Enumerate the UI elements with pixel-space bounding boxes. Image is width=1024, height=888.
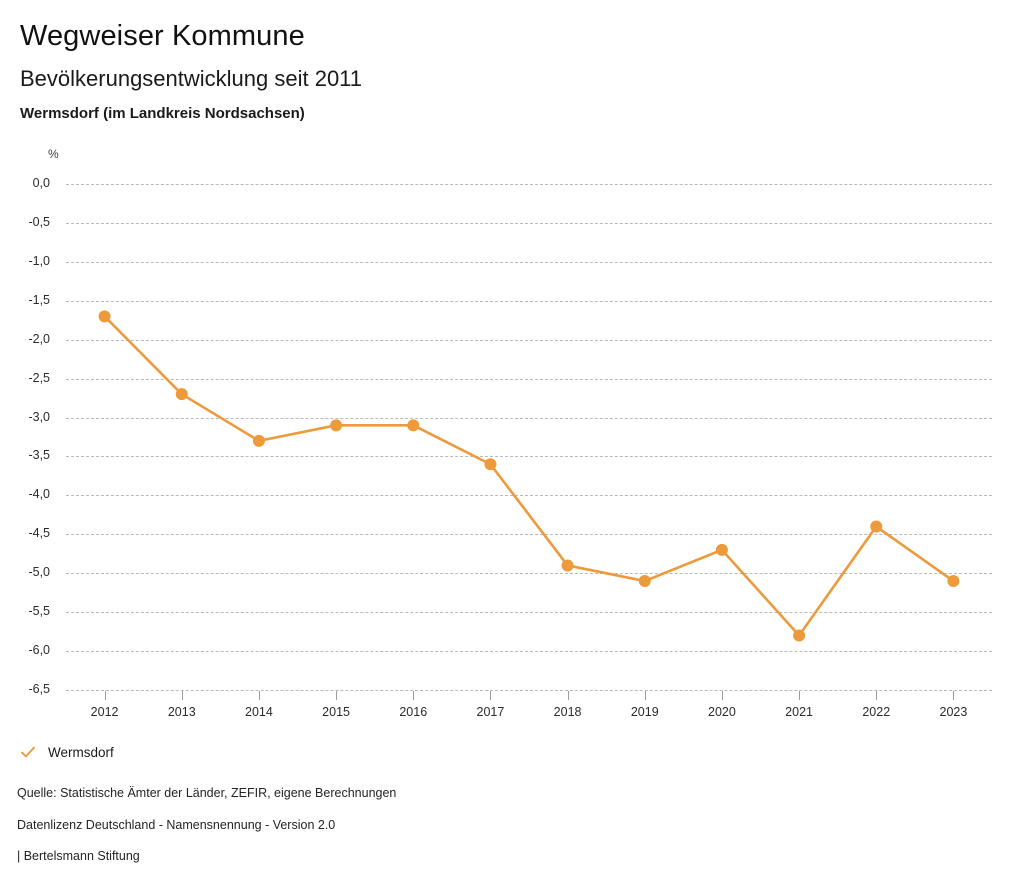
x-axis-tick-label: 2020 — [708, 705, 736, 719]
y-axis-tick-label: -5,5 — [28, 604, 50, 619]
series-plot-layer — [98, 310, 960, 642]
data-point[interactable] — [715, 543, 728, 556]
y-axis-tick-label: -4,0 — [28, 487, 50, 502]
x-axis-tick-mark — [799, 691, 801, 700]
gridline — [66, 456, 992, 458]
x-axis-tick-mark — [876, 691, 878, 700]
gridline — [66, 651, 992, 653]
y-axis-tick-label: -1,5 — [28, 292, 50, 307]
gridline — [66, 495, 992, 497]
x-axis-tick-mark — [567, 691, 569, 700]
x-axis-tick-mark — [104, 691, 106, 700]
x-axis-tick-label: 2016 — [399, 705, 428, 719]
gridline — [66, 534, 992, 536]
gridline — [66, 573, 992, 575]
y-axis-tick-label: 0,0 — [32, 176, 50, 190]
x-axis-tick-label: 2015 — [322, 705, 350, 719]
gridline — [66, 222, 992, 224]
x-axis-tick-label: 2021 — [785, 705, 813, 719]
data-point[interactable] — [793, 629, 806, 642]
x-axis-tick-mark — [953, 691, 955, 700]
x-axis-tick-label: 2022 — [862, 705, 891, 719]
data-point[interactable] — [175, 388, 188, 401]
line-chart: % 0,0 -0,5 -1,0 -1,5 -2,0 -2,5 -3,0 -3,5 -4,0 -4,… — [28, 147, 992, 719]
check-icon — [20, 744, 36, 760]
page-title: Wegweiser Kommune — [20, 20, 305, 52]
gridline — [66, 339, 992, 341]
data-point[interactable] — [252, 434, 265, 447]
data-point[interactable] — [870, 520, 883, 533]
gridline — [66, 261, 992, 263]
x-axis-tick-mark — [258, 691, 260, 700]
series-line — [103, 315, 955, 637]
gridline — [66, 300, 992, 302]
y-axis-tick-label: -3,5 — [28, 448, 50, 463]
y-axis-tick-label: -4,5 — [28, 526, 50, 541]
y-axis-unit: % — [48, 147, 59, 161]
gridline — [66, 612, 992, 614]
data-point[interactable] — [330, 419, 343, 432]
y-axis-tick-label: -6,0 — [28, 643, 50, 658]
gridline — [66, 378, 992, 380]
gridline — [66, 417, 992, 419]
gridline — [66, 184, 992, 185]
y-axis-tick-label: -2,5 — [28, 370, 50, 385]
footnote-publisher: | Bertelsmann Stiftung — [17, 849, 140, 863]
footnote-license: Datenlizenz Deutschland - Namensnennung … — [17, 818, 336, 832]
x-axis-tick-label: 2023 — [939, 705, 968, 719]
x-axis-tick-mark — [490, 691, 492, 700]
y-axis-tick-label: -0,5 — [28, 214, 50, 229]
x-axis-tick-label: 2013 — [167, 705, 196, 719]
y-axis-tick-label: -3,0 — [28, 409, 50, 424]
gridline — [66, 690, 992, 691]
data-point[interactable] — [98, 310, 111, 323]
y-axis-tick-label: -5,0 — [28, 565, 50, 580]
x-axis-tick-mark — [644, 691, 646, 700]
y-axis-tick-label: -1,0 — [28, 253, 50, 268]
data-point[interactable] — [484, 458, 497, 471]
chart-location: Wermsdorf (im Landkreis Nordsachsen) — [20, 105, 305, 122]
x-axis-tick-label: 2012 — [90, 705, 119, 719]
x-axis-tick-mark — [336, 691, 338, 700]
chart-subtitle: Bevölkerungsentwicklung seit 2011 — [20, 66, 363, 91]
x-axis-tick-mark — [721, 691, 723, 700]
data-point[interactable] — [407, 419, 420, 432]
data-point[interactable] — [947, 575, 960, 588]
x-axis-tick-mark — [413, 691, 415, 700]
y-axis-tick-label: -6,5 — [28, 682, 50, 696]
chart-legend[interactable]: Wermsdorf — [20, 744, 114, 760]
x-axis-tick-label: 2018 — [553, 705, 582, 719]
x-axis-tick-label: 2017 — [476, 705, 505, 719]
data-point[interactable] — [638, 575, 651, 588]
footnote-source: Quelle: Statistische Ämter der Länder, Z… — [17, 786, 397, 800]
legend-item-label: Wermsdorf — [48, 744, 114, 760]
x-axis-tick-label: 2014 — [245, 705, 273, 719]
data-point[interactable] — [561, 559, 574, 572]
x-axis-tick-label: 2019 — [630, 705, 659, 719]
x-axis-tick-mark — [181, 691, 183, 700]
y-axis-tick-label: -2,0 — [28, 331, 50, 346]
